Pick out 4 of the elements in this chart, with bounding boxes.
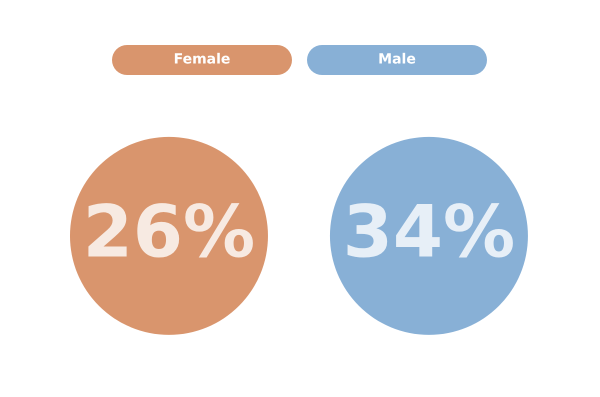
category-label: Female (174, 52, 230, 68)
category-label: Male (378, 52, 416, 68)
data-label: 34% (342, 190, 516, 274)
data-label: 26% (82, 190, 256, 274)
